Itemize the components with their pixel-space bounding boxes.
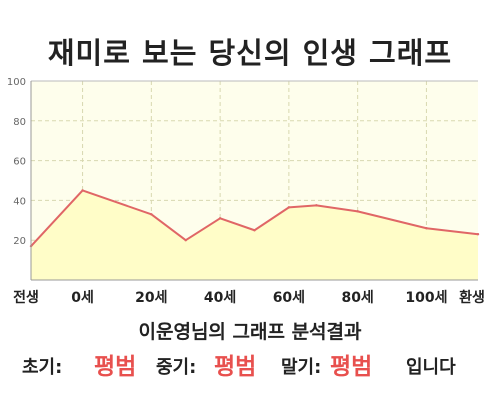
- analysis-summary: 이운영님의 그래프 분석결과: [138, 321, 362, 343]
- data-point: [287, 206, 291, 209]
- mid-value: 평범: [214, 354, 257, 380]
- x-tick-label: 100세: [405, 290, 447, 306]
- data-point: [218, 217, 222, 220]
- early-value: 평범: [94, 354, 137, 380]
- y-tick-label: 40: [13, 196, 26, 207]
- early-label: 초기:: [22, 357, 63, 378]
- x-tick-label: 전생: [13, 289, 39, 306]
- late-value: 평범: [330, 354, 373, 380]
- x-tick-label: 80세: [341, 290, 373, 306]
- y-tick-label: 20: [13, 236, 26, 247]
- y-tick-label: 60: [13, 157, 26, 168]
- chart-title: 재미로 보는 당신의 인생 그래프: [47, 36, 453, 70]
- data-point: [315, 204, 318, 207]
- data-point: [150, 213, 153, 216]
- mid-label: 중기:: [156, 357, 197, 378]
- axis-layer: [30, 80, 478, 281]
- label-layer: 20 40 60 80 100 전생 0세 20세 40세 60세 80세 100세 환생: [7, 77, 485, 306]
- data-point: [425, 227, 428, 230]
- data-point: [253, 229, 256, 232]
- x-tick-label: 40세: [204, 290, 236, 306]
- suffix-text: 입니다: [406, 357, 456, 378]
- x-tick-label: 환생: [459, 289, 485, 306]
- area-fill: [31, 190, 478, 280]
- x-tick-label: 0세: [71, 290, 94, 306]
- x-tick-label: 20세: [135, 290, 167, 306]
- late-label: 말기:: [281, 357, 322, 378]
- y-tick-label: 80: [13, 117, 26, 128]
- data-point: [184, 239, 187, 242]
- data-point: [81, 189, 84, 192]
- y-tick-label: 100: [7, 77, 26, 88]
- area-layer: [29, 189, 480, 280]
- verdict-row: 초기: 평범 중기: 평범 말기: 평범 입니다: [0, 344, 500, 380]
- x-tick-label: 60세: [273, 290, 305, 306]
- data-point: [476, 233, 480, 236]
- data-point: [356, 210, 359, 213]
